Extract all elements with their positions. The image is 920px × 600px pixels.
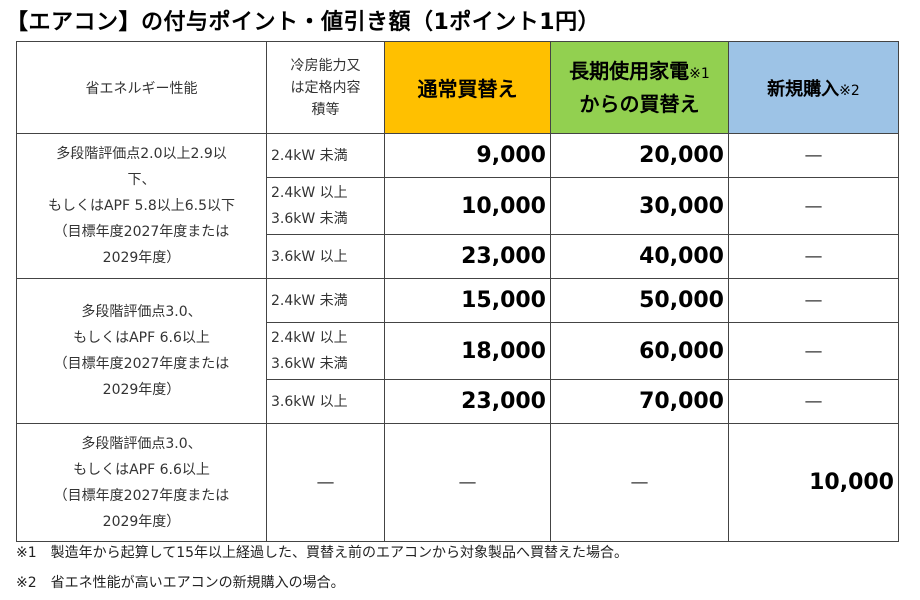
table-row: 3.6kW 以上 23,000 40,000 — bbox=[17, 234, 899, 279]
note-marker: ※1 bbox=[689, 66, 710, 82]
long-term-value: 30,000 bbox=[550, 177, 729, 235]
performance-line: （目標年度2027年度または bbox=[53, 487, 230, 504]
normal-value: — bbox=[384, 423, 551, 542]
header-capacity-line: 積等 bbox=[311, 101, 340, 118]
new-purchase-value: 10,000 bbox=[728, 423, 899, 542]
normal-value: 18,000 bbox=[384, 322, 551, 380]
new-purchase-value: — bbox=[728, 234, 899, 279]
new-purchase-value: — bbox=[728, 379, 899, 424]
performance-line: もしくはAPF 5.8以上6.5以下 bbox=[47, 198, 236, 214]
header-long-line: からの買替え bbox=[579, 92, 700, 116]
header-long-text: 長期使用家電 bbox=[569, 59, 690, 83]
normal-value: 10,000 bbox=[384, 177, 551, 235]
new-purchase-value: — bbox=[728, 177, 899, 235]
long-term-value: 20,000 bbox=[550, 133, 729, 178]
header-capacity-line: は定格内容 bbox=[290, 79, 361, 96]
header-performance: 省エネルギー性能 bbox=[16, 41, 267, 134]
performance-cell: 多段階評価点3.0、 もしくはAPF 6.6以上 （目標年度2027年度または … bbox=[16, 278, 267, 424]
capacity-line: 2.4kW 以上 bbox=[271, 330, 348, 346]
performance-line: 多段階評価点2.0以上2.9以 bbox=[56, 146, 227, 162]
performance-cell: 多段階評価点2.0以上2.9以 下、 もしくはAPF 5.8以上6.5以下 （目… bbox=[16, 133, 267, 279]
long-term-value: 60,000 bbox=[550, 322, 729, 380]
performance-line: 多段階評価点3.0、 bbox=[81, 435, 202, 452]
capacity-line: 3.6kW 以上 bbox=[271, 248, 348, 265]
normal-value: 15,000 bbox=[384, 278, 551, 323]
capacity-line: 2.4kW 未満 bbox=[271, 147, 348, 164]
header-capacity: 冷房能力又 は定格内容 積等 bbox=[266, 41, 385, 134]
new-purchase-value: — bbox=[728, 322, 899, 380]
new-purchase-value: — bbox=[728, 133, 899, 178]
table-row: 2.4kW 以上 3.6kW 未満 10,000 30,000 — bbox=[17, 177, 899, 235]
long-term-value: — bbox=[550, 423, 729, 542]
header-capacity-line: 冷房能力又 bbox=[290, 57, 361, 74]
header-new-purchase: 新規購入※2 bbox=[728, 41, 899, 134]
new-purchase-value: — bbox=[728, 278, 899, 323]
capacity-cell: — bbox=[266, 423, 385, 542]
capacity-line: 2.4kW 以上 bbox=[271, 185, 348, 201]
header-new-text: 新規購入 bbox=[767, 78, 840, 100]
table-row: 3.6kW 以上 23,000 70,000 — bbox=[17, 379, 899, 424]
capacity-line: 2.4kW 未満 bbox=[271, 292, 348, 309]
capacity-line: 3.6kW 未満 bbox=[271, 211, 348, 227]
table-row: 多段階評価点2.0以上2.9以 下、 もしくはAPF 5.8以上6.5以下 （目… bbox=[16, 133, 899, 279]
performance-line: もしくはAPF 6.6以上 bbox=[73, 461, 210, 478]
performance-line: （目標年度2027年度または bbox=[53, 224, 230, 240]
header-long-term-replacement: 長期使用家電※1 からの買替え bbox=[550, 41, 729, 134]
note-marker: ※2 bbox=[839, 82, 860, 99]
header-row: 省エネルギー性能 冷房能力又 は定格内容 積等 通常買替え 長期使用家電※1 か… bbox=[16, 41, 899, 134]
capacity-cell: 2.4kW 未満 bbox=[266, 278, 385, 323]
header-long-line: 長期使用家電※1 bbox=[552, 56, 728, 89]
footnote-2: ※2 省エネ性能が高いエアコンの新規購入の場合。 bbox=[16, 575, 345, 591]
performance-line: 多段階評価点3.0、 bbox=[81, 304, 202, 320]
capacity-line: 3.6kW 未満 bbox=[271, 356, 348, 372]
long-term-value: 70,000 bbox=[550, 379, 729, 424]
normal-value: 23,000 bbox=[384, 234, 551, 279]
header-normal-replacement: 通常買替え bbox=[384, 41, 551, 134]
capacity-cell: 2.4kW 以上 3.6kW 未満 bbox=[266, 322, 385, 380]
table-row: 2.4kW 以上 3.6kW 未満 18,000 60,000 — bbox=[17, 322, 899, 380]
table-row: 多段階評価点3.0、 もしくはAPF 6.6以上 （目標年度2027年度または … bbox=[16, 278, 899, 424]
long-term-value: 50,000 bbox=[550, 278, 729, 323]
performance-line: もしくはAPF 6.6以上 bbox=[73, 330, 210, 346]
performance-line: 下、 bbox=[127, 172, 156, 188]
performance-line: 2029年度） bbox=[102, 250, 181, 266]
performance-line: 2029年度） bbox=[102, 513, 181, 530]
performance-line: 2029年度） bbox=[102, 382, 181, 398]
performance-line: （目標年度2027年度または bbox=[53, 356, 230, 372]
capacity-line: 3.6kW 以上 bbox=[271, 393, 348, 410]
long-term-value: 40,000 bbox=[550, 234, 729, 279]
points-table: 省エネルギー性能 冷房能力又 は定格内容 積等 通常買替え 長期使用家電※1 か… bbox=[16, 41, 899, 542]
capacity-cell: 3.6kW 以上 bbox=[266, 379, 385, 424]
footnote-1: ※1 製造年から起算して15年以上経過した、買替え前のエアコンから対象製品へ買替… bbox=[16, 545, 629, 561]
page-title: 【エアコン】の付与ポイント・値引き額（1ポイント1円） bbox=[6, 10, 601, 35]
capacity-cell: 3.6kW 以上 bbox=[266, 234, 385, 279]
table-row: 多段階評価点3.0、 もしくはAPF 6.6以上 （目標年度2027年度または … bbox=[16, 423, 899, 542]
capacity-cell: 2.4kW 以上 3.6kW 未満 bbox=[266, 177, 385, 235]
normal-value: 23,000 bbox=[384, 379, 551, 424]
capacity-cell: 2.4kW 未満 bbox=[266, 133, 385, 178]
normal-value: 9,000 bbox=[384, 133, 551, 178]
performance-cell: 多段階評価点3.0、 もしくはAPF 6.6以上 （目標年度2027年度または … bbox=[16, 423, 267, 542]
